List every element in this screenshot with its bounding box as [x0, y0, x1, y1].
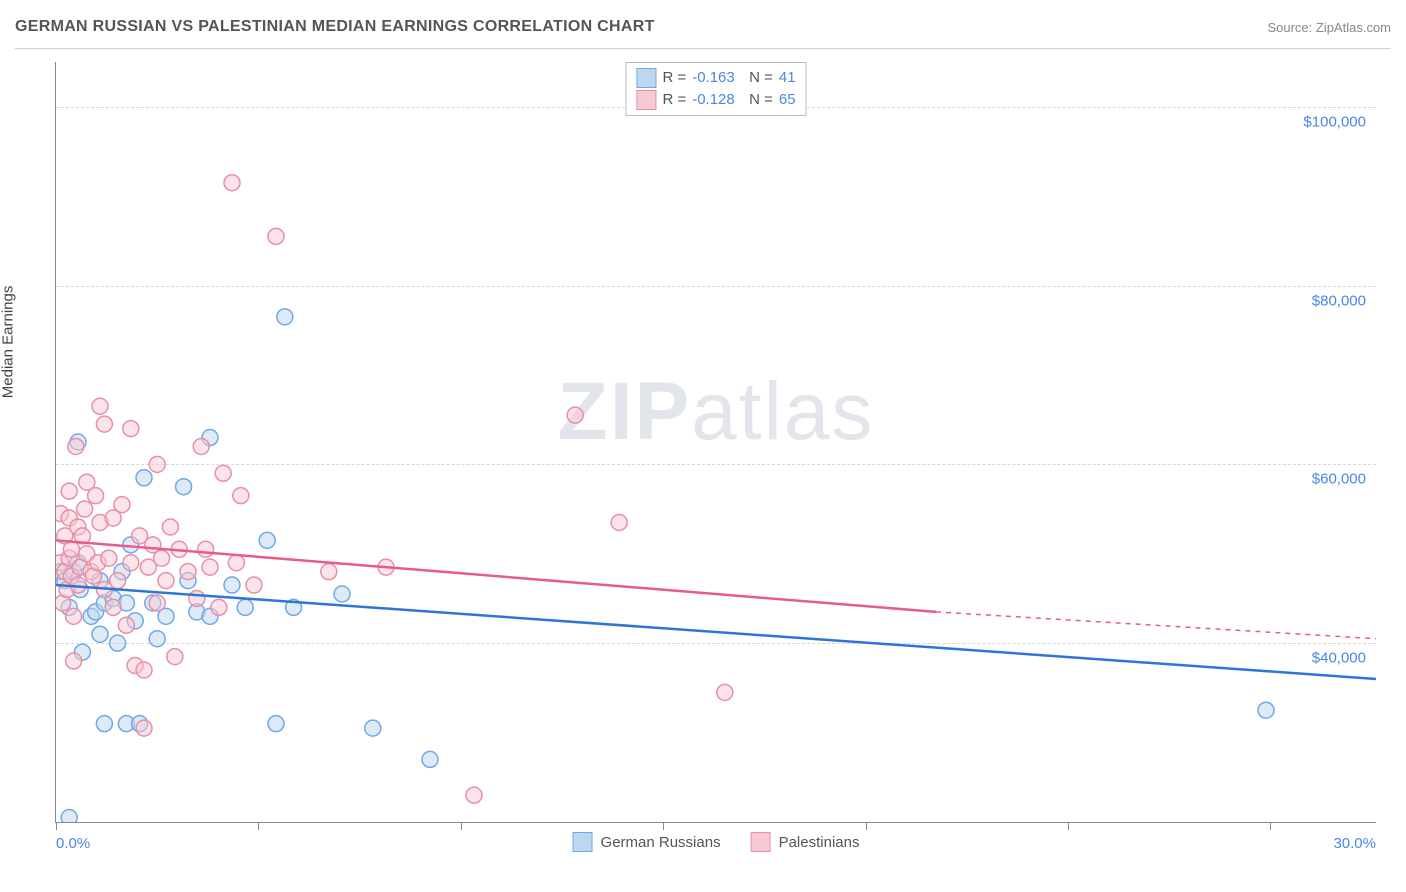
legend-label-0: German Russians [601, 834, 721, 851]
x-end-label: 30.0% [1333, 835, 1376, 852]
n-value-1: 65 [779, 89, 796, 111]
legend-swatch-1 [636, 90, 656, 110]
chart-title: GERMAN RUSSIAN VS PALESTINIAN MEDIAN EAR… [15, 18, 655, 35]
x-start-label: 0.0% [56, 835, 90, 852]
x-tick [866, 822, 867, 830]
legend-bottom-swatch-1 [751, 832, 771, 852]
x-tick [1270, 822, 1271, 830]
legend-label-1: Palestinians [779, 834, 860, 851]
legend-swatch-0 [636, 68, 656, 88]
x-tick [663, 822, 664, 830]
n-value-0: 41 [779, 67, 796, 89]
r-value-1: -0.128 [692, 89, 735, 111]
legend-stats-row-0: R =-0.163 N =41 [636, 67, 795, 89]
source-label: Source: ZipAtlas.com [1267, 20, 1391, 35]
x-tick [258, 822, 259, 830]
plot-area: ZIPatlas R =-0.163 N =41 R =-0.128 N =65… [55, 62, 1376, 823]
x-tick [461, 822, 462, 830]
title-bar: GERMAN RUSSIAN VS PALESTINIAN MEDIAN EAR… [15, 18, 1391, 49]
scatter-svg [56, 62, 1376, 822]
x-tick [1068, 822, 1069, 830]
x-tick [56, 822, 57, 830]
legend-bottom-swatch-0 [573, 832, 593, 852]
legend-stats: R =-0.163 N =41 R =-0.128 N =65 [625, 62, 806, 116]
legend-item-1: Palestinians [751, 832, 860, 852]
legend-stats-row-1: R =-0.128 N =65 [636, 89, 795, 111]
legend-series: German Russians Palestinians [573, 832, 860, 852]
legend-item-0: German Russians [573, 832, 721, 852]
y-axis-label: Median Earnings [0, 286, 17, 399]
r-value-0: -0.163 [692, 67, 735, 89]
